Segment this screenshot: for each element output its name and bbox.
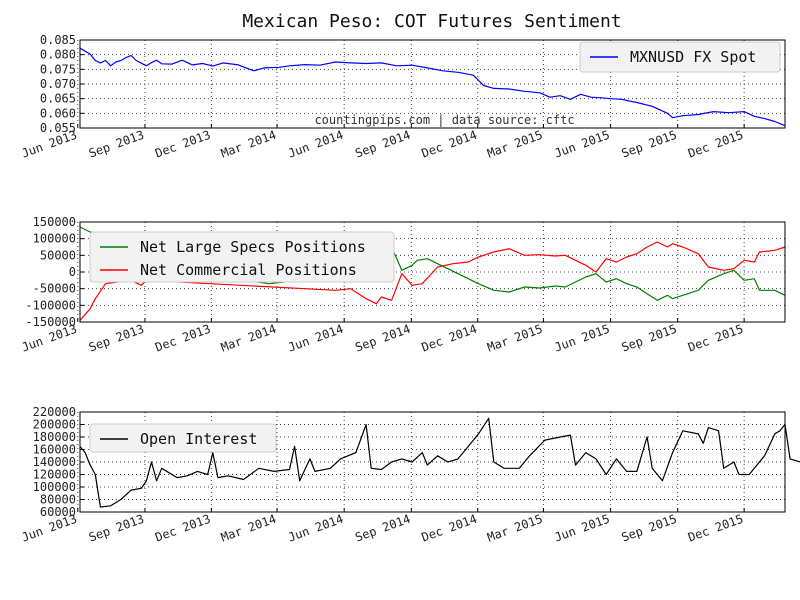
x-tick-label: Sep 2013 xyxy=(87,512,146,545)
chart-title: Mexican Peso: COT Futures Sentiment xyxy=(242,11,621,32)
x-tick-label: Sep 2014 xyxy=(353,128,412,161)
y-tick-label: -100000 xyxy=(25,298,76,312)
chart-panel-2: -150000 -100000 -50000 0 50000 100000 150000 Ju… xyxy=(20,215,786,355)
legend-label: Open Interest xyxy=(140,430,257,448)
legend: Open Interest xyxy=(89,423,277,453)
x-tick-label: Jun 2014 xyxy=(286,128,345,161)
y-tick-label: 0.065 xyxy=(40,92,76,106)
x-tick-label: Dec 2015 xyxy=(686,128,745,161)
legend-label: MXNUSD FX Spot xyxy=(630,48,756,66)
y-tick-label: 0.080 xyxy=(40,48,76,62)
source-note: countingpips.com | data source: cftc xyxy=(314,113,574,127)
y-tick-label: 160000 xyxy=(33,443,76,457)
x-tick-label: Sep 2014 xyxy=(353,512,412,545)
y-tick-label: 100000 xyxy=(33,232,76,246)
x-tick-label: Mar 2015 xyxy=(485,322,544,355)
x-tick-label: Sep 2015 xyxy=(620,128,679,161)
legend-box xyxy=(89,423,277,453)
y-tick-label: 100000 xyxy=(33,480,76,494)
x-tick-label: Mar 2015 xyxy=(485,512,544,545)
x-tick-label: Mar 2014 xyxy=(219,128,278,161)
chart-panel-3: 6000080000100000120000140000160000180000… xyxy=(20,405,800,545)
y-tick-label: 80000 xyxy=(40,493,76,507)
x-tick-label: Dec 2013 xyxy=(153,512,212,545)
x-tick-label: Mar 2014 xyxy=(219,512,278,545)
x-tick-label: Mar 2014 xyxy=(219,322,278,355)
y-tick-label: 140000 xyxy=(33,455,76,469)
series-line-1 xyxy=(79,417,800,508)
legend: Net Large Specs Positions Net Commercial … xyxy=(89,231,395,283)
legend-label: Net Large Specs Positions xyxy=(140,238,366,256)
series-line-1 xyxy=(79,47,786,127)
x-tick-label: Sep 2015 xyxy=(620,322,679,355)
plot-frame xyxy=(79,221,786,323)
y-tick-label: 50000 xyxy=(40,248,76,262)
x-tick-label: Jun 2015 xyxy=(553,128,612,161)
x-tick-label: Jun 2014 xyxy=(286,322,345,355)
y-tick-label: 200000 xyxy=(33,418,76,432)
plot-frame xyxy=(79,411,786,513)
y-tick-label: 0.085 xyxy=(40,33,76,47)
y-tick-label: 220000 xyxy=(33,405,76,419)
y-tick-label: 180000 xyxy=(33,430,76,444)
x-tick-label: Jun 2015 xyxy=(553,322,612,355)
y-tick-label: 150000 xyxy=(33,215,76,229)
legend: MXNUSD FX Spot xyxy=(579,41,781,73)
y-tick-label: -150000 xyxy=(25,315,76,329)
x-tick-label: Sep 2013 xyxy=(87,128,146,161)
x-tick-label: Dec 2013 xyxy=(153,128,212,161)
legend-box xyxy=(89,231,395,283)
x-tick-label: Sep 2013 xyxy=(87,322,146,355)
x-tick-label: Jun 2014 xyxy=(286,512,345,545)
x-tick-label: Dec 2015 xyxy=(686,512,745,545)
x-tick-label: Dec 2014 xyxy=(420,128,479,161)
x-tick-label: Dec 2014 xyxy=(420,512,479,545)
x-tick-label: Jun 2015 xyxy=(553,512,612,545)
x-tick-label: Mar 2015 xyxy=(485,128,544,161)
legend-box xyxy=(579,41,781,73)
y-tick-label: 0.055 xyxy=(40,121,76,135)
y-tick-label: 0.060 xyxy=(40,106,76,120)
x-tick-label: Sep 2014 xyxy=(353,322,412,355)
y-tick-label: 0.070 xyxy=(40,77,76,91)
y-tick-label: 60000 xyxy=(40,505,76,519)
plot-frame xyxy=(79,39,786,129)
legend-label: Net Commercial Positions xyxy=(140,261,357,279)
x-tick-label: Sep 2015 xyxy=(620,512,679,545)
x-tick-label: Dec 2014 xyxy=(420,322,479,355)
x-tick-label: Dec 2013 xyxy=(153,322,212,355)
series-line-2 xyxy=(79,241,786,321)
y-tick-label: -50000 xyxy=(33,282,76,296)
x-tick-label: Dec 2015 xyxy=(686,322,745,355)
y-tick-label: 0.075 xyxy=(40,62,76,76)
y-tick-label: 120000 xyxy=(33,468,76,482)
y-tick-label: 0 xyxy=(69,265,76,279)
